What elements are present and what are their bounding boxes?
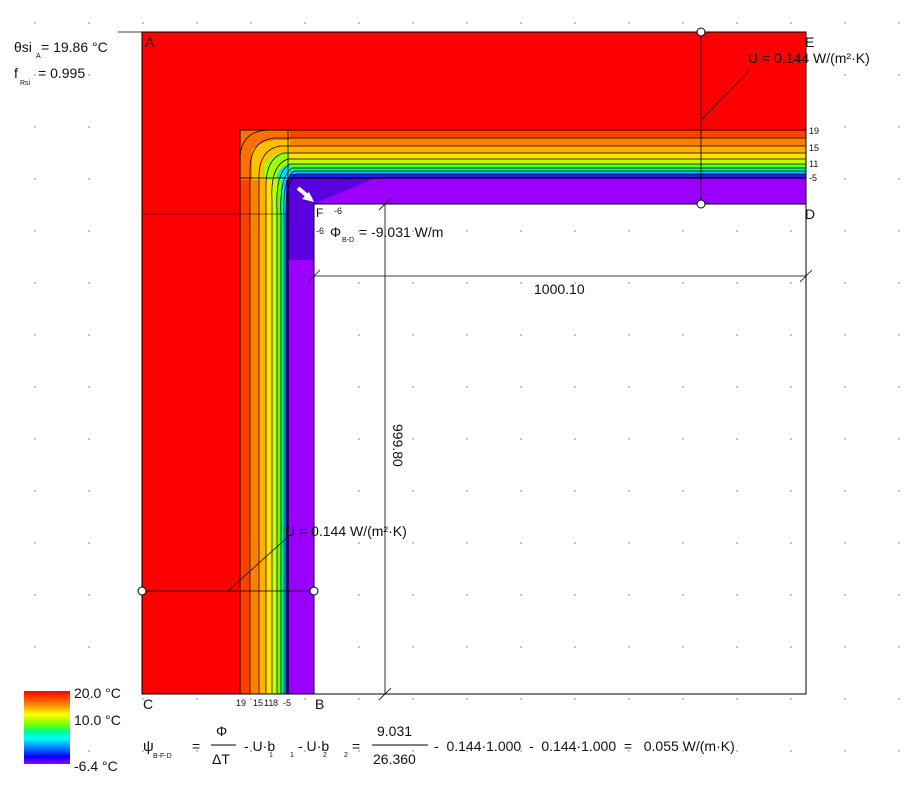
temperature-legend-bar	[24, 691, 70, 764]
dimension-horizontal-value: 1000.10	[534, 281, 585, 297]
theta-si-label: θsi	[14, 39, 32, 55]
psi-symbol: ψ	[143, 738, 154, 755]
point-label-e: E	[805, 34, 814, 50]
formula-den-1: ΔT	[212, 751, 230, 767]
formula-num-1: Φ	[216, 723, 227, 739]
formula-num-2: 9.031	[377, 723, 412, 739]
iso-label-bottom-19: 19	[236, 698, 246, 708]
isotherm-bands-left	[240, 180, 288, 694]
u-cut-top-handle-2[interactable]	[696, 199, 706, 209]
psi-subscript: B-F-D	[153, 753, 172, 760]
theta-si-subscript: A	[36, 53, 41, 60]
flux-minus6-a: -6	[334, 206, 342, 216]
iso-label-bottom-11: 11	[264, 698, 273, 708]
iso-label-bottom-8: 8	[273, 698, 278, 708]
point-label-c: C	[143, 696, 153, 712]
flux-minus6-b: -6	[316, 226, 324, 236]
legend-min: -6.4 °C	[74, 758, 118, 774]
iso-label-bottom-15: 15	[253, 698, 263, 708]
heat-flux-arrow-icon	[296, 186, 314, 202]
flux-subscript: B-D	[342, 237, 354, 244]
point-label-a: A	[145, 34, 155, 50]
point-label-d: D	[805, 206, 815, 222]
u-cut-top-handle-1[interactable]	[696, 27, 706, 37]
legend-max: 20.0 °C	[74, 685, 121, 701]
formula-den-2: 26.360	[373, 751, 416, 767]
u-left-leader	[227, 534, 291, 592]
flux-value: = -9.031 W/m	[359, 224, 443, 240]
frsi-label: f	[14, 65, 18, 81]
frsi-value: = 0.995	[38, 65, 85, 81]
formula-eq-2: =	[352, 738, 360, 754]
formula-eq-1: =	[192, 738, 200, 754]
psi-formula: ψ B-F-D = Φ ΔT - U·b 1 1 - U·b 2 2 = 9.0…	[143, 723, 735, 767]
u-value-left: U = 0.144 W/(m²·K)	[285, 523, 407, 539]
frsi-subscript: Rsi	[20, 80, 31, 87]
dimension-horizontal	[307, 204, 813, 283]
u-value-top: U = 0.144 W/(m²·K)	[748, 50, 870, 66]
iso-label-top-15: 15	[809, 143, 819, 153]
iso-label-top-m5: -5	[809, 173, 817, 183]
point-label-b: B	[315, 696, 324, 712]
formula-sub-u2: 2	[323, 752, 327, 759]
formula-term-u1: - U·b	[244, 738, 275, 754]
isotherm-bands-top	[270, 130, 806, 178]
formula-term-u2: - U·b	[298, 738, 329, 754]
u-cut-left-handle-2[interactable]	[309, 586, 319, 596]
formula-sub-u1: 1	[269, 752, 273, 759]
theta-si-value: = 19.86 °C	[41, 39, 108, 55]
formula-sub-b2: 2	[344, 752, 348, 759]
flux-symbol: Φ	[330, 224, 341, 240]
u-top-leader	[700, 69, 751, 121]
exterior-boundary	[313, 203, 806, 694]
u-cut-left-handle-1[interactable]	[137, 586, 147, 596]
model-frame	[141, 31, 807, 695]
formula-sub-b1: 1	[290, 752, 294, 759]
iso-label-bottom-m5: -5	[283, 698, 291, 708]
formula-result: - 0.144·1.000 - 0.144·1.000 = 0.055 W/(m…	[434, 738, 735, 754]
iso-label-top-11: 11	[809, 159, 818, 169]
corner-band-cyan	[276, 164, 290, 180]
dimension-vertical	[314, 197, 392, 701]
dimension-vertical-value: 999.80	[390, 424, 406, 467]
legend-mid: 10.0 °C	[74, 712, 121, 728]
iso-label-top-19: 19	[809, 126, 819, 136]
point-label-f: F	[316, 206, 323, 220]
